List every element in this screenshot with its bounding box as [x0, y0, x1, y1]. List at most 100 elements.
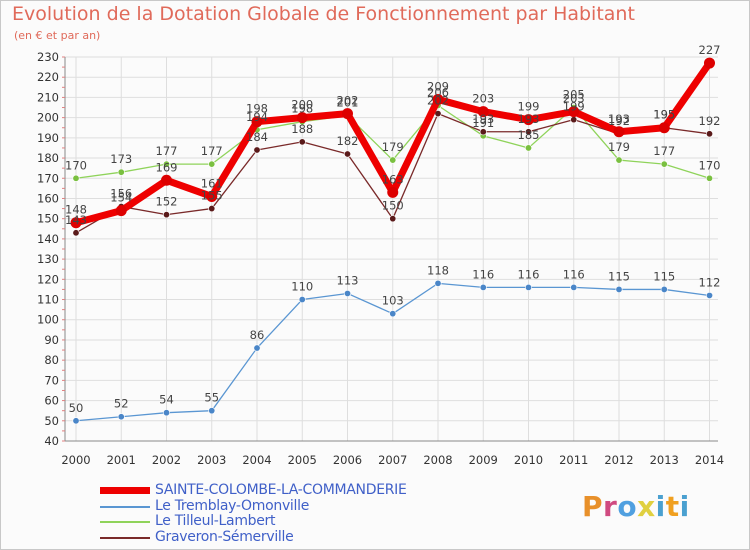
data-labels: 50 52 54 55 86 110 113 103 118 116 116 116 115 115 112… — [65, 43, 720, 415]
data-label: 177 — [653, 144, 675, 158]
y-tick-label: 110 — [37, 293, 59, 307]
legend-label: Le Tilleul-Lambert — [155, 513, 276, 529]
data-point — [615, 285, 623, 293]
data-label: 193 — [608, 112, 630, 126]
logo-word: Proxiti — [582, 490, 690, 523]
data-label: 199 — [518, 100, 540, 114]
data-point — [298, 138, 306, 146]
data-label: 202 — [337, 94, 359, 108]
data-point — [705, 174, 713, 182]
data-point — [479, 128, 487, 136]
legend-label: SAINTE-COLOMBE-LA-COMMANDERIE — [155, 482, 407, 498]
data-point — [432, 93, 444, 105]
series-layer — [70, 57, 715, 425]
x-tick-label: 2000 — [61, 453, 90, 467]
data-point — [568, 106, 580, 118]
data-label: 199 — [563, 100, 585, 114]
data-point — [115, 205, 127, 217]
data-label: 177 — [156, 144, 178, 158]
data-point — [208, 407, 216, 415]
data-point — [342, 108, 353, 120]
series-le-tremblay-omonville — [72, 279, 713, 425]
data-label: 179 — [382, 140, 404, 154]
data-point — [613, 126, 625, 138]
data-label: 148 — [65, 203, 87, 217]
chart-subtitle: (en € et par an) — [14, 29, 101, 42]
legend-swatch — [100, 521, 150, 523]
data-label: 203 — [472, 92, 494, 106]
data-label: 143 — [65, 213, 87, 227]
y-tick-label: 200 — [37, 111, 59, 125]
data-label: 202 — [427, 94, 449, 108]
axes: 40 50 60 70 80 90 100 110 120 130 140 150 160 170 180 1… — [37, 50, 724, 467]
y-tick-label: 60 — [44, 394, 59, 408]
data-point — [72, 174, 80, 182]
data-point — [163, 409, 171, 417]
data-point — [387, 186, 399, 198]
data-label: 155 — [201, 189, 223, 203]
data-point — [70, 217, 82, 229]
y-tick-label: 120 — [37, 272, 59, 286]
data-label: 200 — [291, 98, 313, 112]
data-label: 182 — [337, 134, 359, 148]
data-label: 206 — [427, 86, 449, 100]
data-point — [705, 130, 713, 138]
data-label: 150 — [382, 199, 404, 213]
x-tick-label: 2009 — [469, 453, 498, 467]
y-tick-label: 160 — [37, 191, 59, 205]
data-label: 173 — [110, 152, 132, 166]
data-label: 52 — [114, 397, 129, 411]
data-label: 161 — [201, 176, 223, 190]
x-tick-label: 2012 — [604, 453, 633, 467]
series-sainte-colombe-la-commanderie — [70, 57, 715, 229]
proxiti-logo: Proxiti — [582, 490, 690, 523]
data-point — [477, 106, 489, 118]
y-tick-label: 150 — [37, 212, 59, 226]
data-point — [298, 296, 306, 304]
data-label: 177 — [201, 144, 223, 158]
data-label: 170 — [65, 158, 87, 172]
data-point — [253, 146, 261, 154]
y-tick-label: 170 — [37, 171, 59, 185]
data-label: 195 — [653, 108, 675, 122]
data-label: 169 — [156, 160, 178, 174]
x-tick-label: 2013 — [650, 453, 679, 467]
data-label: 193 — [518, 112, 540, 126]
y-tick-label: 180 — [37, 151, 59, 165]
data-label: 179 — [608, 140, 630, 154]
legend-swatch — [100, 487, 150, 494]
data-label: 194 — [246, 110, 268, 124]
data-label: 113 — [337, 273, 359, 287]
data-label: 86 — [250, 328, 265, 342]
data-label: 205 — [563, 88, 585, 102]
data-label: 184 — [246, 130, 268, 144]
chart-title: Evolution de la Dotation Globale de Fonc… — [12, 3, 635, 25]
data-point — [117, 168, 125, 176]
x-tick-label: 2007 — [378, 453, 407, 467]
data-label: 209 — [427, 79, 449, 93]
data-point — [570, 283, 578, 291]
y-tick-label: 80 — [44, 353, 59, 367]
data-label: 118 — [427, 263, 449, 277]
data-point — [296, 112, 308, 124]
data-point — [658, 122, 670, 134]
data-label: 170 — [699, 158, 721, 172]
data-point — [117, 413, 125, 421]
x-tick-label: 2001 — [107, 453, 136, 467]
x-tick-label: 2006 — [333, 453, 362, 467]
data-label: 116 — [472, 267, 494, 281]
data-label: 50 — [69, 401, 84, 415]
data-label: 203 — [563, 92, 585, 106]
data-label: 188 — [291, 122, 313, 136]
data-label: 193 — [472, 112, 494, 126]
data-label: 152 — [156, 195, 178, 209]
y-tick-label: 70 — [44, 373, 59, 387]
data-label: 198 — [246, 102, 268, 116]
data-label: 115 — [608, 269, 630, 283]
data-point — [163, 160, 171, 168]
data-point — [524, 283, 532, 291]
data-point — [389, 156, 397, 164]
legend-label: Graveron-Sémerville — [155, 528, 294, 545]
